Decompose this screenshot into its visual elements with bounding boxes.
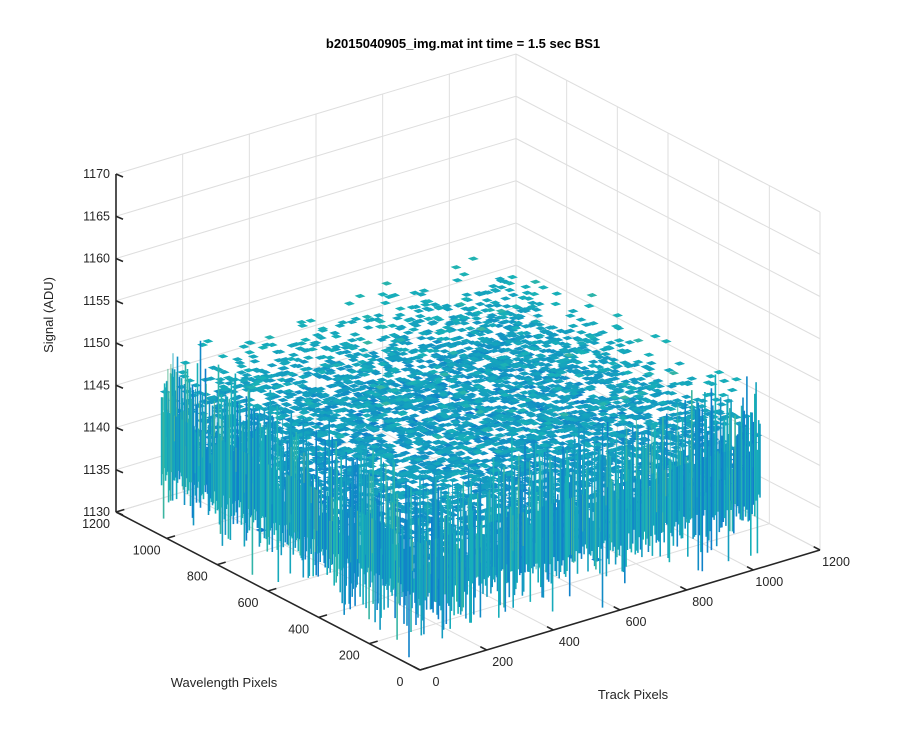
wall-grid-line	[115, 222, 517, 344]
wall-grid-line	[515, 349, 821, 509]
x-tick-label: 1200	[822, 555, 850, 569]
z-tick-label: 1140	[83, 421, 110, 435]
z-tick-mark	[115, 257, 124, 263]
axes	[115, 173, 821, 671]
wall-grid-line	[515, 95, 821, 255]
x-tick-label: 600	[626, 615, 647, 629]
z-tick-mark	[115, 426, 124, 432]
wall-grid-line	[515, 264, 821, 424]
chart-title: b2015040905_img.mat int time = 1.5 sec B…	[326, 36, 600, 51]
z-tick-mark	[115, 215, 124, 220]
z-tick-label: 1130	[83, 505, 110, 519]
y-tick-label: 600	[238, 596, 259, 610]
tick-labels: 0 200 400 600 800 1000 1200 0 200 400 600 800 1000 12…	[82, 167, 850, 689]
x-tick-mark	[679, 585, 688, 591]
wall-grid-line	[515, 53, 821, 213]
x-tick-label: 400	[559, 635, 580, 649]
y-tick-label: 1000	[133, 543, 161, 557]
y-tick-mark	[419, 666, 429, 671]
x-tick-mark	[746, 565, 754, 571]
wall-grid-line	[115, 53, 517, 175]
x-tick-label: 200	[492, 655, 513, 669]
y-tick-mark	[115, 508, 125, 513]
wall-grid-line	[515, 180, 821, 340]
x-tick-mark	[479, 645, 488, 651]
wall-grid-line	[115, 95, 517, 217]
y-tick-label: 400	[288, 622, 309, 636]
z-tick-label: 1145	[83, 378, 110, 392]
z-tick-label: 1150	[83, 336, 110, 350]
x-tick-mark	[546, 625, 554, 631]
y-tick-mark	[318, 614, 328, 619]
z-tick-label: 1160	[83, 252, 110, 266]
wall-grid-line	[515, 138, 821, 297]
x-tick-label: 1000	[755, 575, 783, 589]
z-tick-label: 1165	[83, 209, 110, 223]
x-tick-mark	[613, 605, 621, 611]
z-tick-mark	[115, 384, 124, 389]
z-tick-mark	[115, 511, 124, 516]
y-tick-mark	[217, 561, 226, 566]
z-tick-label: 1155	[83, 294, 110, 308]
z-tick-label: 1135	[83, 463, 110, 477]
x-tick-label: 800	[692, 595, 713, 609]
z-tick-label: 1170	[83, 167, 110, 181]
y-tick-label: 200	[339, 649, 360, 663]
y-axis-label: Wavelength Pixels	[171, 675, 278, 690]
z-tick-mark	[115, 342, 124, 347]
z-tick-mark	[115, 300, 124, 305]
x-tick-mark	[813, 545, 821, 551]
y-tick-mark	[369, 640, 378, 645]
y-tick-label: 1200	[82, 517, 110, 531]
x-axis-label: Track Pixels	[598, 687, 669, 702]
wall-grid-line	[115, 264, 517, 386]
y-tick-label: 0	[397, 675, 404, 689]
wall-grid-line	[515, 222, 821, 382]
z-tick-mark	[115, 173, 124, 178]
z-tick-mark	[115, 469, 124, 474]
wall-grid-line	[115, 138, 517, 259]
wall-grid-line	[115, 180, 517, 302]
x-tick-mark	[413, 665, 421, 671]
y-tick-label: 800	[187, 570, 208, 584]
y-tick-mark	[267, 587, 277, 592]
z-axis-label: Signal (ADU)	[41, 277, 56, 353]
x-tick-label: 0	[433, 675, 440, 689]
y-tick-mark	[166, 535, 176, 540]
surface-plot	[159, 256, 763, 658]
